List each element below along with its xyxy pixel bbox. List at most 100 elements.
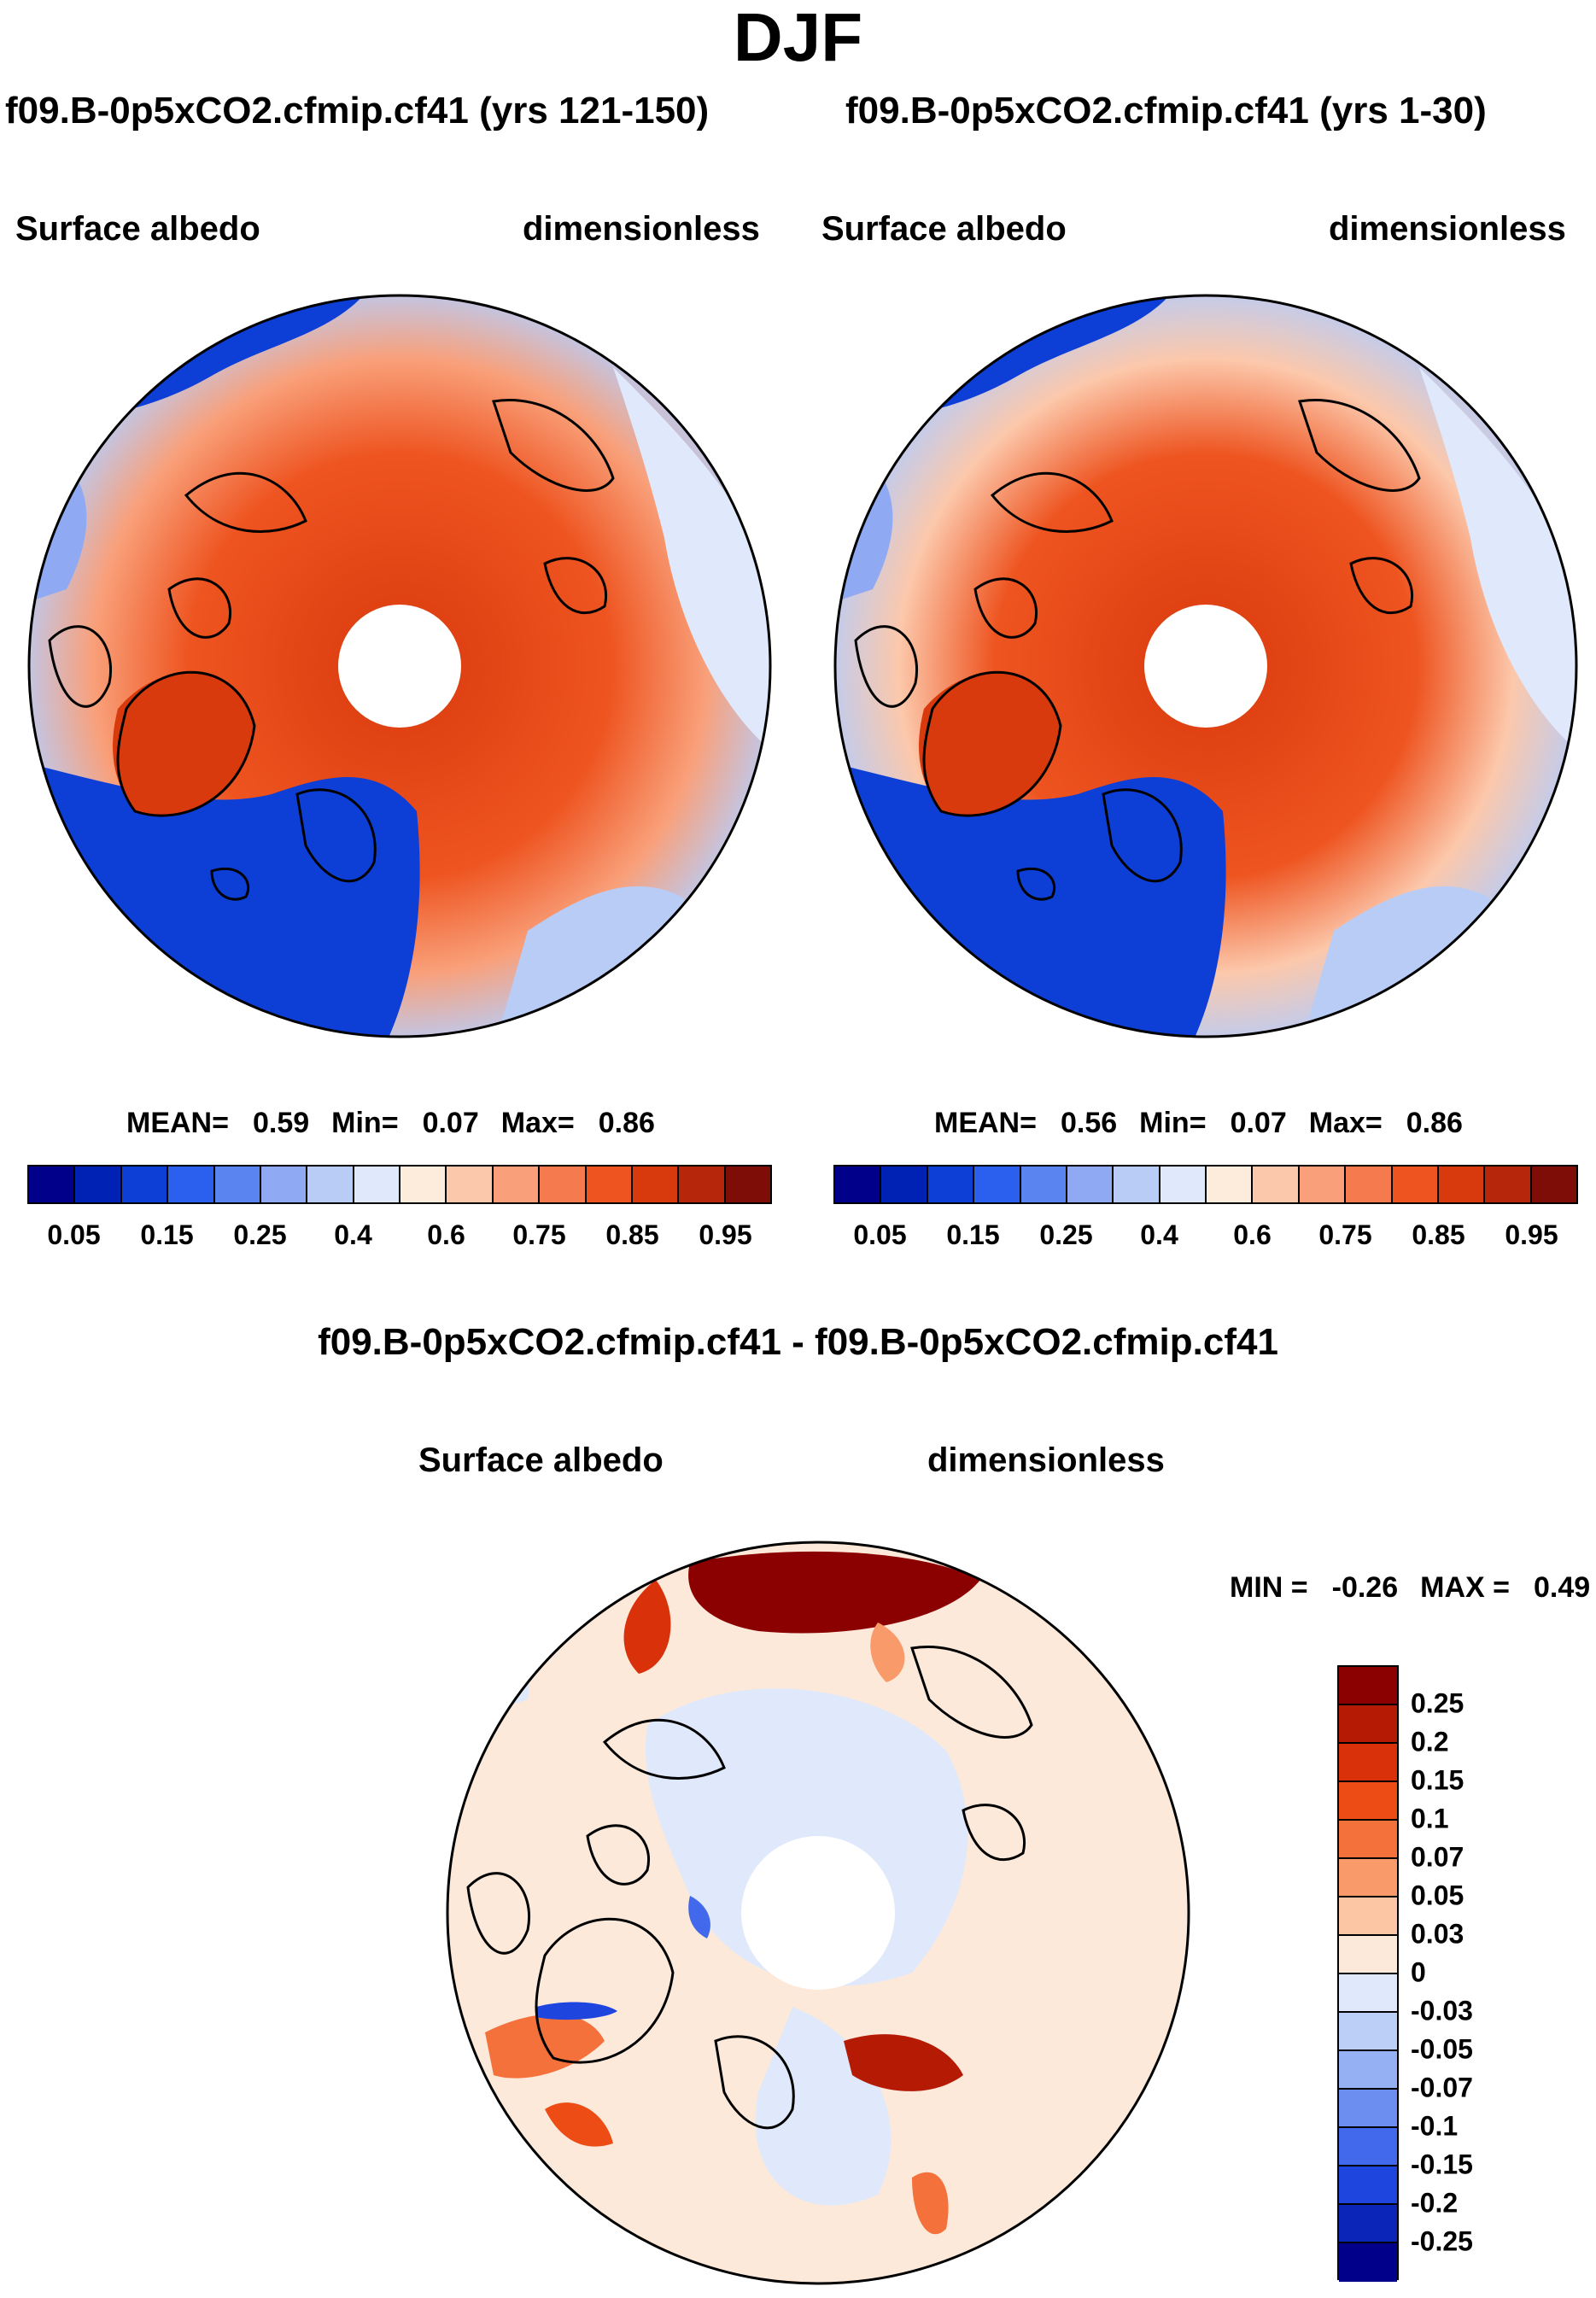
min-label: Min=	[331, 1107, 399, 1139]
polar-hole	[338, 605, 461, 728]
colorbar-tick-label: 0.05	[1411, 1880, 1464, 1911]
colorbar-swatch	[927, 1167, 975, 1202]
min-value: 0.07	[422, 1107, 479, 1139]
pacific-negative-region	[447, 1626, 529, 1707]
map-boundary	[27, 294, 772, 1038]
colorbar-swatch	[307, 1167, 354, 1202]
colorbar-swatch	[974, 1167, 1021, 1202]
greenland-negative	[688, 1896, 710, 1938]
colorbar-tick-label: -0.25	[1411, 2225, 1473, 2257]
colorbar-tick-label: 0.03	[1411, 1918, 1464, 1950]
colorbar-swatch	[1339, 2013, 1397, 2051]
colorbar-swatch	[447, 1167, 494, 1202]
coastlines	[48, 399, 615, 901]
max-label: MAX =	[1420, 1571, 1510, 1604]
max-label: Max=	[500, 1107, 575, 1139]
colorbar-tick-label: 0.1	[1411, 1803, 1449, 1834]
colorbar-tick-label: 0.25	[233, 1219, 287, 1250]
panel-1-map	[27, 294, 772, 1038]
difference-title: f09.B-0p5xCO2.cfmip.cf41 - f09.B-0p5xCO2…	[318, 1321, 1278, 1363]
colorbar-tick-label: 0.4	[1140, 1219, 1178, 1250]
labrador-positive	[545, 2102, 613, 2147]
colorbar-swatch	[1392, 1167, 1439, 1202]
colorbar-tick-label: 0.6	[1233, 1219, 1272, 1250]
panel-2-variable-label: Surface albedo	[821, 210, 1067, 248]
max-value: 0.86	[598, 1107, 655, 1139]
map-boundary	[446, 1541, 1190, 2285]
panel-2-units-label: dimensionless	[1329, 210, 1566, 248]
colorbar-swatch	[586, 1167, 633, 1202]
colorbar-swatch	[632, 1167, 680, 1202]
colorbar-swatch	[493, 1167, 541, 1202]
greenland-high-albedo	[919, 672, 1061, 816]
scandinavia-positive	[912, 2172, 949, 2235]
panel-1-stats: MEAN= 0.59 Min= 0.07 Max= 0.86	[126, 1108, 677, 1137]
colorbar-swatch	[1067, 1167, 1114, 1202]
colorbar-tick-label: 0.15	[1411, 1764, 1464, 1796]
colorbar-swatch	[1114, 1167, 1160, 1202]
colorbar-swatch	[835, 1167, 882, 1202]
colorbar-tick-label: -0.1	[1411, 2110, 1459, 2142]
min-label: MIN =	[1230, 1571, 1308, 1604]
mean-value: 0.56	[1060, 1107, 1118, 1139]
colorbar-swatch	[1339, 2243, 1397, 2282]
colorbar-swatch	[1339, 1897, 1397, 1936]
colorbar-swatch	[1253, 1167, 1300, 1202]
ocean-low-albedo-atlantic	[29, 760, 420, 1037]
colorbar-swatch	[260, 1167, 308, 1202]
difference-minmax: MIN = -0.26 MAX = 0.49	[1230, 1573, 1596, 1602]
mean-label: MEAN=	[934, 1107, 1037, 1139]
colorbar-tick-label: 0.4	[334, 1219, 372, 1250]
difference-colorbar	[1337, 1665, 1399, 2282]
panel-1-title: f09.B-0p5xCO2.cfmip.cf41 (yrs 121-150)	[5, 90, 710, 132]
max-value: 0.49	[1533, 1571, 1591, 1604]
panel-2-title: f09.B-0p5xCO2.cfmip.cf41 (yrs 1-30)	[845, 90, 1487, 132]
figure-title: DJF	[733, 0, 863, 75]
panel-2-colorbar	[833, 1165, 1578, 1204]
colorbar-swatch	[1339, 2051, 1397, 2090]
mean-value: 0.59	[252, 1107, 310, 1139]
colorbar-swatch	[1207, 1167, 1254, 1202]
colorbar-swatch	[1339, 1936, 1397, 1974]
coastlines	[466, 1646, 1033, 2130]
colorbar-swatch	[1339, 1744, 1397, 1782]
colorbar-swatch	[679, 1167, 726, 1202]
colorbar-swatch	[1020, 1167, 1067, 1202]
colorbar-swatch	[75, 1167, 122, 1202]
colorbar-swatch	[214, 1167, 261, 1202]
siberia-positive-maximum	[688, 1551, 980, 1634]
colorbar-tick-label: 0.95	[1505, 1219, 1558, 1250]
colorbar-swatch	[1339, 2205, 1397, 2243]
colorbar-swatch	[1339, 1667, 1397, 1705]
colorbar-swatch	[1438, 1167, 1486, 1202]
colorbar-tick-label: 0.85	[605, 1219, 659, 1250]
colorbar-tick-label: 0.15	[946, 1219, 1000, 1250]
colorbar-tick-label: 0.75	[512, 1219, 566, 1250]
siberia-secondary-positive	[870, 1623, 905, 1682]
polar-hole	[741, 1836, 895, 1990]
colorbar-tick-label: 0.85	[1412, 1219, 1465, 1250]
colorbar-swatch	[1339, 1974, 1397, 2013]
min-value: 0.07	[1230, 1107, 1287, 1139]
colorbar-swatch	[1339, 1782, 1397, 1821]
min-label: Min=	[1139, 1107, 1207, 1139]
difference-map	[446, 1541, 1190, 2285]
colorbar-tick-label: -0.05	[1411, 2033, 1473, 2065]
colorbar-swatch	[1299, 1167, 1347, 1202]
colorbar-swatch	[1346, 1167, 1393, 1202]
colorbar-swatch	[1160, 1167, 1207, 1202]
colorbar-swatch	[881, 1167, 928, 1202]
colorbar-tick-label: 0.25	[1411, 1687, 1464, 1719]
colorbar-tick-label: 0.07	[1411, 1841, 1464, 1873]
colorbar-tick-label: 0.05	[853, 1219, 907, 1250]
colorbar-swatch	[1339, 1705, 1397, 1744]
difference-variable-label: Surface albedo	[418, 1441, 664, 1479]
colorbar-swatch	[168, 1167, 215, 1202]
panel-2-map	[833, 294, 1578, 1038]
colorbar-tick-label: 0.95	[699, 1219, 752, 1250]
colorbar-swatch	[1485, 1167, 1532, 1202]
panel-1-units-label: dimensionless	[523, 210, 760, 248]
colorbar-tick-label: 0.05	[47, 1219, 101, 1250]
colorbar-swatch	[400, 1167, 447, 1202]
panel-2-stats: MEAN= 0.56 Min= 0.07 Max= 0.86	[934, 1108, 1485, 1137]
